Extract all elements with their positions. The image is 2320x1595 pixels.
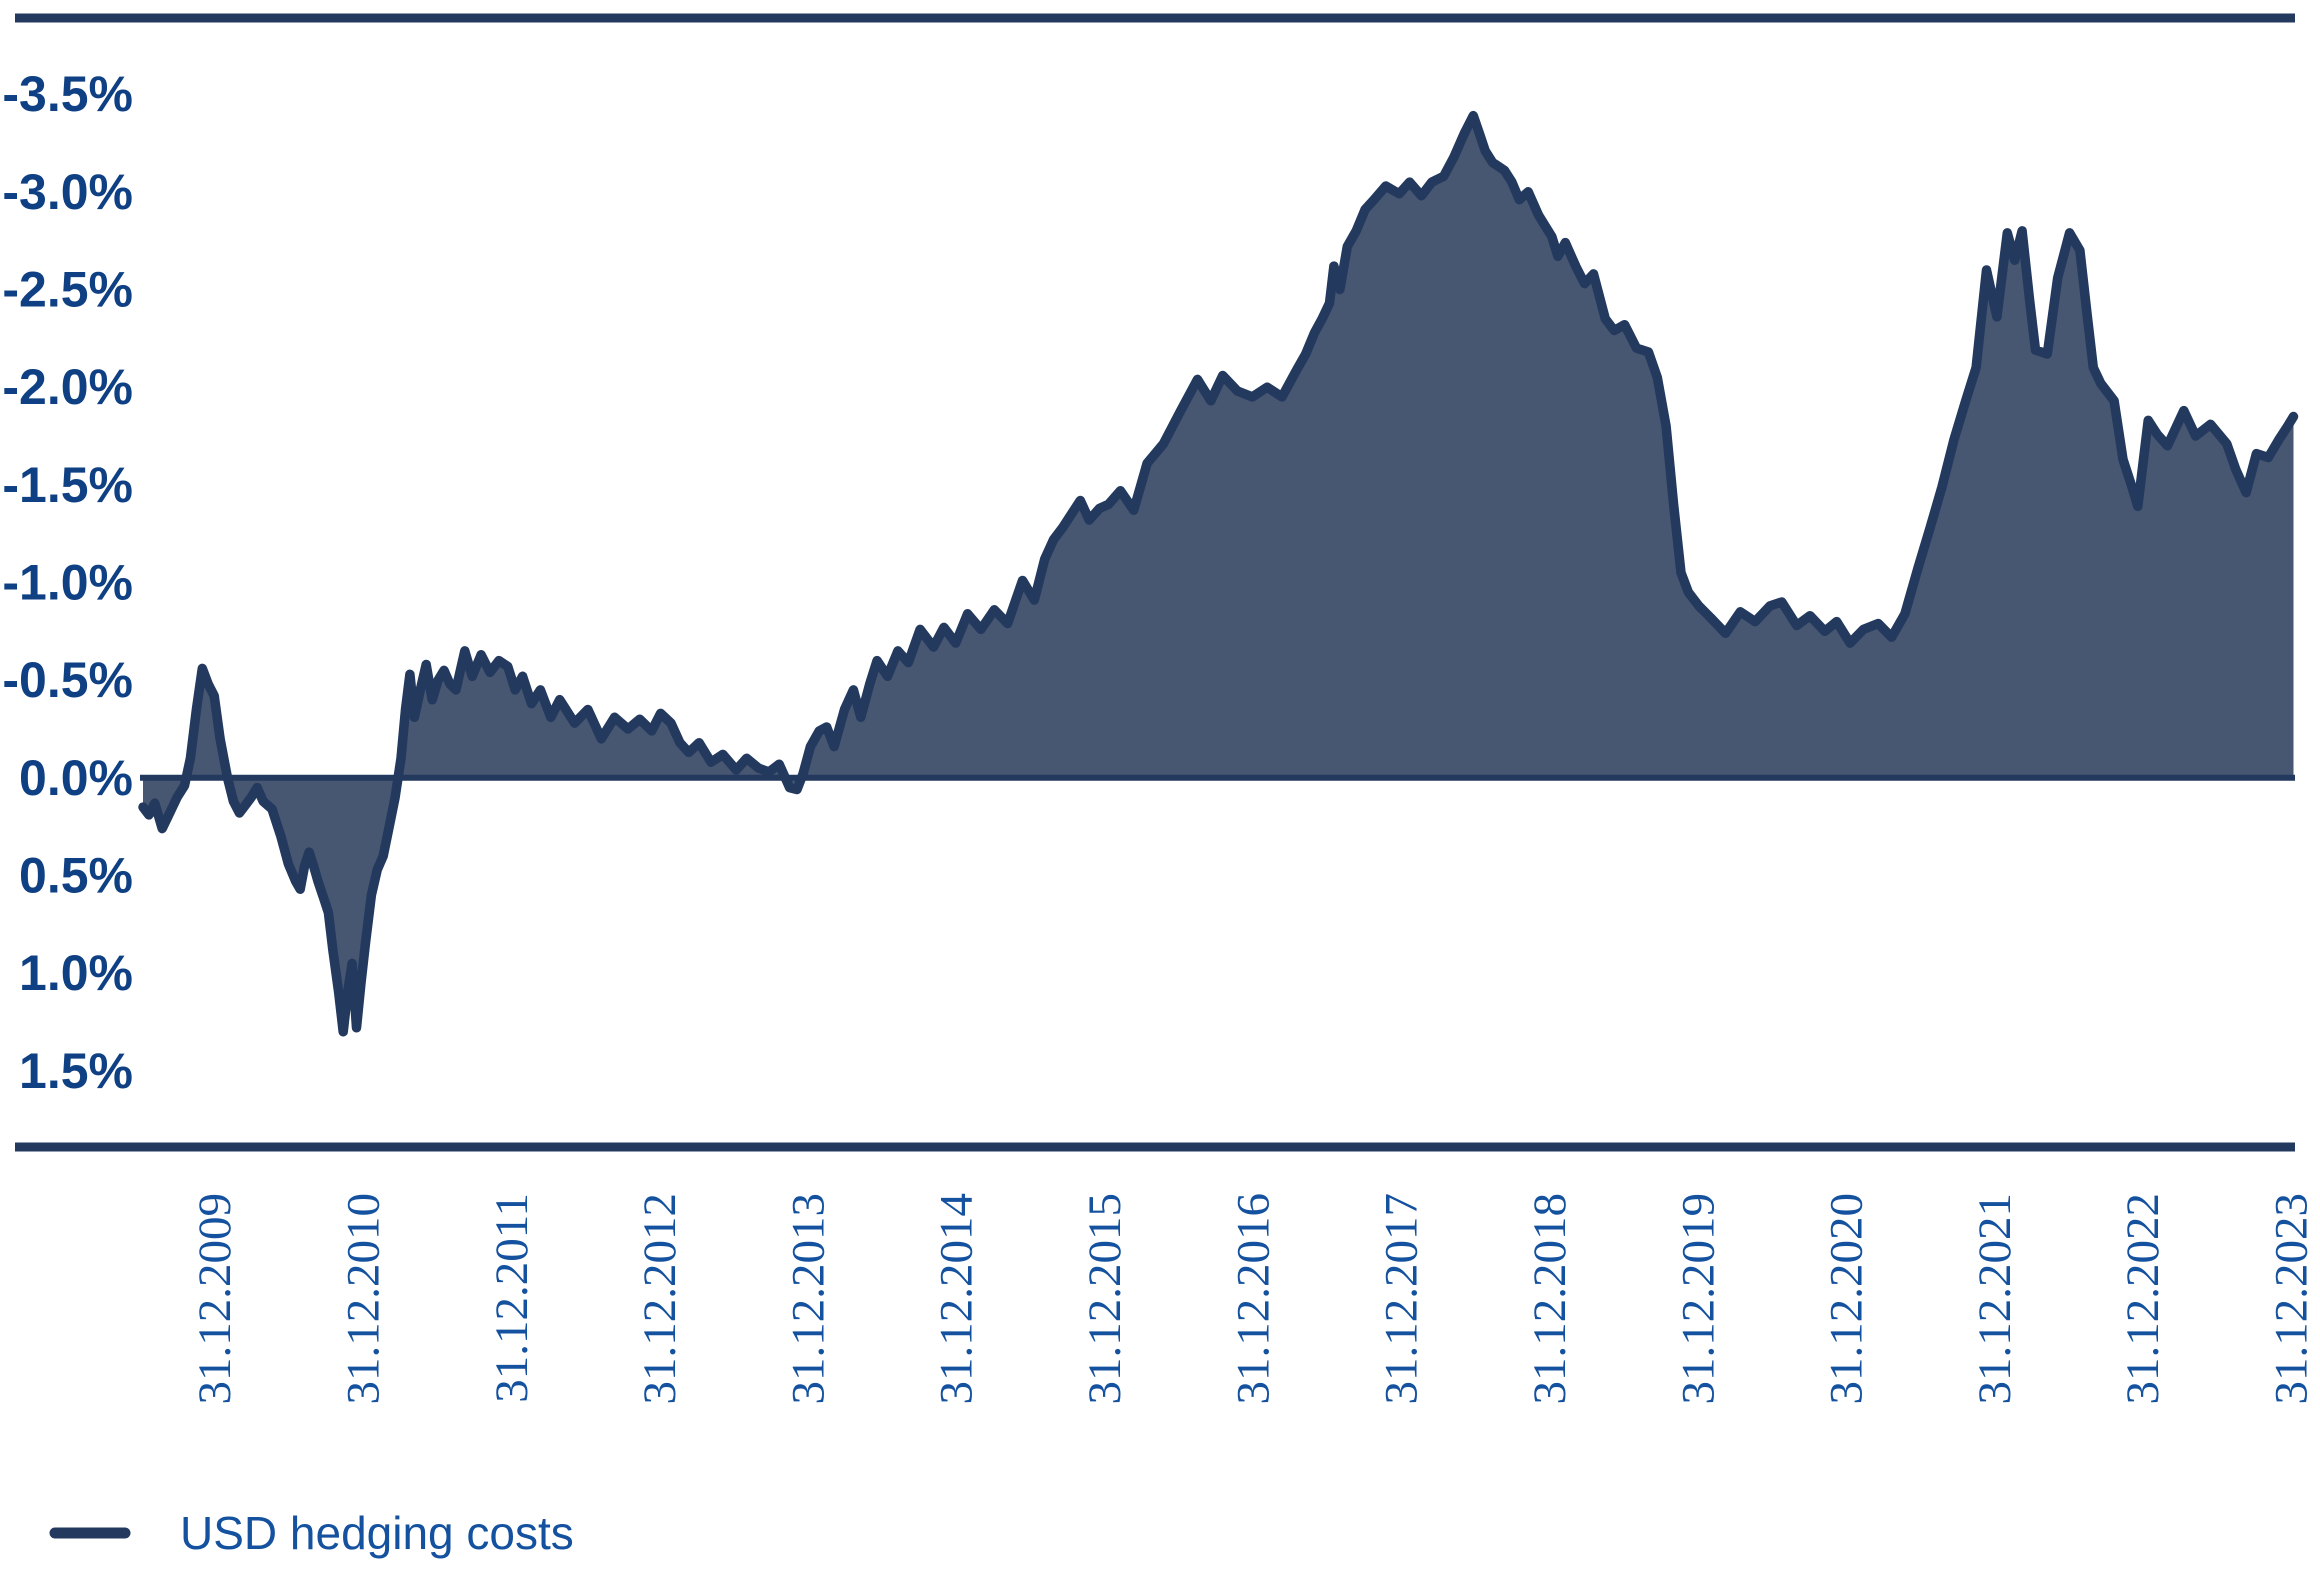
series-area-fill bbox=[143, 115, 2294, 1032]
y-tick-label: -1.5% bbox=[2, 457, 133, 513]
x-tick-label: 31.12.2022 bbox=[2117, 1193, 2169, 1405]
legend-label: USD hedging costs bbox=[180, 1507, 574, 1559]
x-tick-label: 31.12.2019 bbox=[1672, 1193, 1724, 1405]
y-tick-label: -0.5% bbox=[2, 652, 133, 708]
x-tick-label: 31.12.2014 bbox=[931, 1193, 983, 1405]
y-tick-label: -2.5% bbox=[2, 262, 133, 318]
y-tick-label: -3.5% bbox=[2, 66, 133, 122]
x-tick-label: 31.12.2020 bbox=[1821, 1193, 1873, 1405]
x-axis-tick-labels: 31.12.2009 31.12.2010 31.12.2011 31.12.2012… bbox=[189, 1193, 2317, 1405]
x-tick-label: 31.12.2015 bbox=[1079, 1193, 1131, 1405]
x-tick-label: 31.12.2013 bbox=[782, 1193, 834, 1405]
y-axis-tick-labels: -3.5% -3.0% -2.5% -2.0% -1.5% -1.0% -0.5% 0.0% 0… bbox=[2, 66, 133, 1099]
x-tick-label: 31.12.2009 bbox=[189, 1193, 241, 1405]
x-tick-label: 31.12.2017 bbox=[1376, 1193, 1428, 1405]
series-line bbox=[138, 110, 2299, 1037]
y-tick-label: -1.0% bbox=[2, 555, 133, 611]
x-tick-label: 31.12.2011 bbox=[486, 1193, 538, 1403]
y-tick-label: -3.0% bbox=[2, 164, 133, 220]
y-tick-label: 0.5% bbox=[19, 848, 133, 904]
x-tick-label: 31.12.2012 bbox=[634, 1193, 686, 1405]
legend: USD hedging costs bbox=[49, 1507, 574, 1559]
y-tick-label: 1.0% bbox=[19, 945, 133, 1001]
y-tick-label: 0.0% bbox=[19, 750, 133, 806]
x-tick-label: 31.12.2010 bbox=[338, 1193, 390, 1405]
x-tick-label: 31.12.2021 bbox=[1969, 1193, 2021, 1405]
y-tick-label: -2.0% bbox=[2, 359, 133, 415]
x-tick-label: 31.12.2016 bbox=[1227, 1193, 1279, 1405]
y-tick-label: 1.5% bbox=[19, 1043, 133, 1099]
x-tick-label: 31.12.2018 bbox=[1524, 1193, 1576, 1405]
x-tick-label: 31.12.2023 bbox=[2266, 1193, 2318, 1405]
